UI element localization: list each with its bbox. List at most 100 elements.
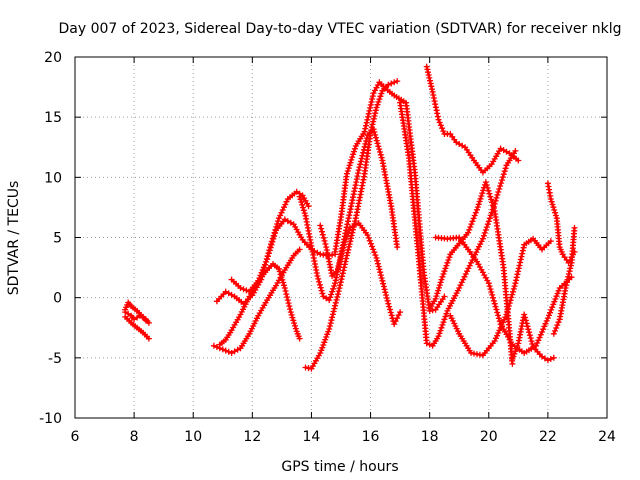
- data-point-marker: [474, 246, 481, 253]
- data-point-marker: [479, 235, 486, 242]
- data-point-marker: [506, 300, 513, 307]
- data-point-marker: [465, 229, 472, 236]
- data-point-marker: [335, 267, 341, 273]
- data-point-marker: [351, 148, 357, 155]
- data-point-marker: [380, 283, 387, 290]
- data-point-marker: [505, 303, 512, 309]
- data-point-marker: [499, 174, 506, 181]
- data-point-marker: [440, 319, 447, 326]
- data-point-marker: [366, 107, 373, 114]
- data-point-marker: [267, 244, 274, 251]
- data-point-marker: [292, 325, 299, 332]
- data-point-marker: [326, 326, 333, 332]
- data-point-marker: [372, 134, 379, 141]
- data-point-marker: [296, 246, 303, 253]
- data-point-marker: [383, 295, 390, 301]
- data-point-marker: [374, 260, 381, 267]
- data-point-marker: [282, 288, 289, 294]
- data-point-marker: [305, 203, 312, 210]
- data-point-marker: [503, 311, 510, 318]
- data-point-marker: [551, 207, 558, 213]
- data-point-marker: [372, 131, 379, 138]
- data-point-marker: [288, 311, 295, 318]
- data-point-marker: [341, 241, 347, 248]
- x-tick-label: 8: [130, 429, 139, 445]
- data-point-marker: [356, 164, 363, 171]
- data-point-marker: [316, 278, 322, 285]
- data-point-marker: [372, 252, 379, 259]
- data-point-marker: [446, 254, 453, 261]
- data-point-marker: [373, 137, 380, 144]
- data-point-marker: [282, 201, 289, 208]
- data-point-marker: [332, 299, 339, 306]
- data-point-marker: [339, 270, 346, 277]
- data-point-marker: [394, 244, 401, 251]
- data-point-marker: [287, 309, 294, 316]
- data-point-marker: [548, 306, 555, 313]
- data-point-marker: [376, 266, 383, 273]
- data-point-marker: [567, 265, 574, 272]
- data-point-marker: [563, 279, 570, 286]
- data-point-marker: [494, 191, 501, 198]
- data-point-marker: [270, 235, 277, 242]
- data-point-marker: [381, 286, 388, 293]
- series-track-17: [509, 311, 557, 364]
- data-point-marker: [519, 247, 526, 254]
- data-point-marker: [485, 187, 492, 194]
- data-point-marker: [478, 193, 485, 199]
- data-point-marker: [508, 294, 515, 301]
- data-point-marker: [484, 184, 491, 191]
- data-point-marker: [479, 190, 486, 197]
- data-point-marker: [504, 308, 511, 315]
- data-point-marker: [442, 313, 449, 320]
- data-point-marker: [364, 232, 371, 239]
- data-point-marker: [318, 287, 325, 294]
- data-point-marker: [266, 247, 273, 254]
- data-point-marker: [346, 241, 353, 248]
- x-tick-label: 24: [598, 429, 616, 445]
- data-point-marker: [495, 312, 502, 319]
- y-tick-label: -10: [39, 411, 62, 427]
- data-point-marker: [441, 268, 448, 275]
- data-point-marker: [320, 234, 327, 241]
- data-point-marker: [544, 315, 551, 322]
- data-point-marker: [443, 262, 450, 269]
- y-tick-label: 0: [53, 291, 62, 307]
- data-point-marker: [373, 104, 380, 111]
- data-point-marker: [346, 212, 353, 219]
- data-point-marker: [319, 231, 326, 238]
- data-point-marker: [297, 196, 304, 203]
- data-point-marker: [539, 329, 545, 335]
- data-point-marker: [385, 300, 392, 307]
- data-point-marker: [314, 273, 321, 279]
- data-point-marker: [145, 335, 152, 342]
- data-point-marker: [388, 312, 395, 319]
- data-point-marker: [524, 323, 531, 330]
- data-point-marker: [326, 297, 333, 304]
- data-point-marker: [487, 212, 494, 219]
- x-tick-label: 18: [421, 429, 439, 445]
- data-point-marker: [437, 122, 444, 129]
- data-point-marker: [514, 271, 521, 278]
- data-point-marker: [441, 293, 448, 300]
- x-tick-label: 10: [184, 429, 202, 445]
- data-point-marker: [483, 224, 490, 231]
- data-point-marker: [432, 295, 439, 302]
- data-point-marker: [334, 294, 341, 300]
- data-point-marker: [490, 294, 496, 301]
- data-point-marker: [518, 253, 525, 260]
- data-point-marker: [340, 244, 347, 251]
- data-point-marker: [439, 125, 446, 132]
- data-point-marker: [440, 271, 447, 277]
- data-point-marker: [467, 224, 474, 230]
- data-point-marker: [540, 326, 547, 333]
- data-point-marker: [350, 194, 356, 201]
- data-point-marker: [317, 350, 324, 356]
- data-point-marker: [490, 297, 497, 304]
- data-point-marker: [377, 93, 384, 100]
- data-point-marker: [488, 196, 495, 203]
- data-point-marker: [474, 206, 480, 213]
- data-point-marker: [342, 236, 349, 243]
- data-point-marker: [480, 232, 487, 239]
- data-point-marker: [348, 235, 354, 242]
